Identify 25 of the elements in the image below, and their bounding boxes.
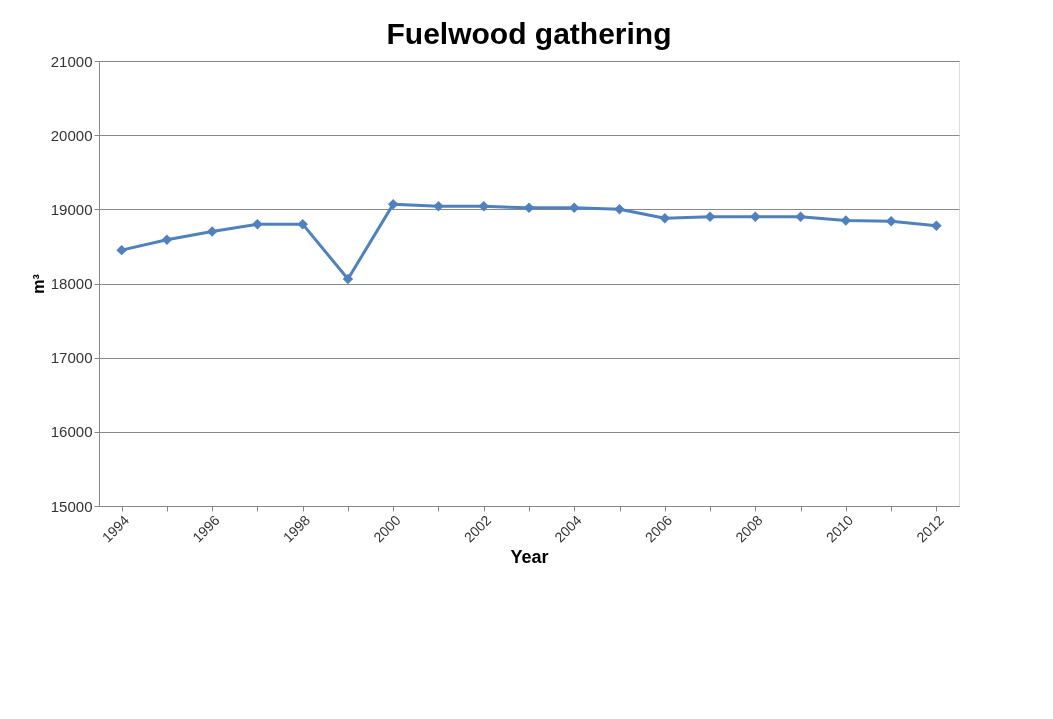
y-tick-label: 16000 [50,423,93,441]
point [840,215,852,226]
point [750,211,761,222]
point [161,234,173,245]
y-tick-label: 15000 [50,497,93,515]
point [297,218,308,230]
y-tick-label: 17000 [50,349,93,367]
point [614,204,625,215]
point [795,211,806,222]
chart-title: Fuelwood gathering [386,17,672,50]
point [704,211,716,222]
y-tick-label: 21000 [50,52,93,70]
point [116,244,127,256]
point [252,218,263,230]
point [342,273,354,285]
point [433,201,444,212]
y-tick-label: 20000 [50,126,93,144]
point [931,220,942,231]
y-axis-title: m³ [29,274,47,294]
x-axis-title: Year [510,547,549,568]
y-tick-label: 18000 [50,275,93,292]
point [478,201,489,212]
point [569,202,580,214]
y-tick-label: 19000 [50,200,93,218]
point [206,226,218,237]
